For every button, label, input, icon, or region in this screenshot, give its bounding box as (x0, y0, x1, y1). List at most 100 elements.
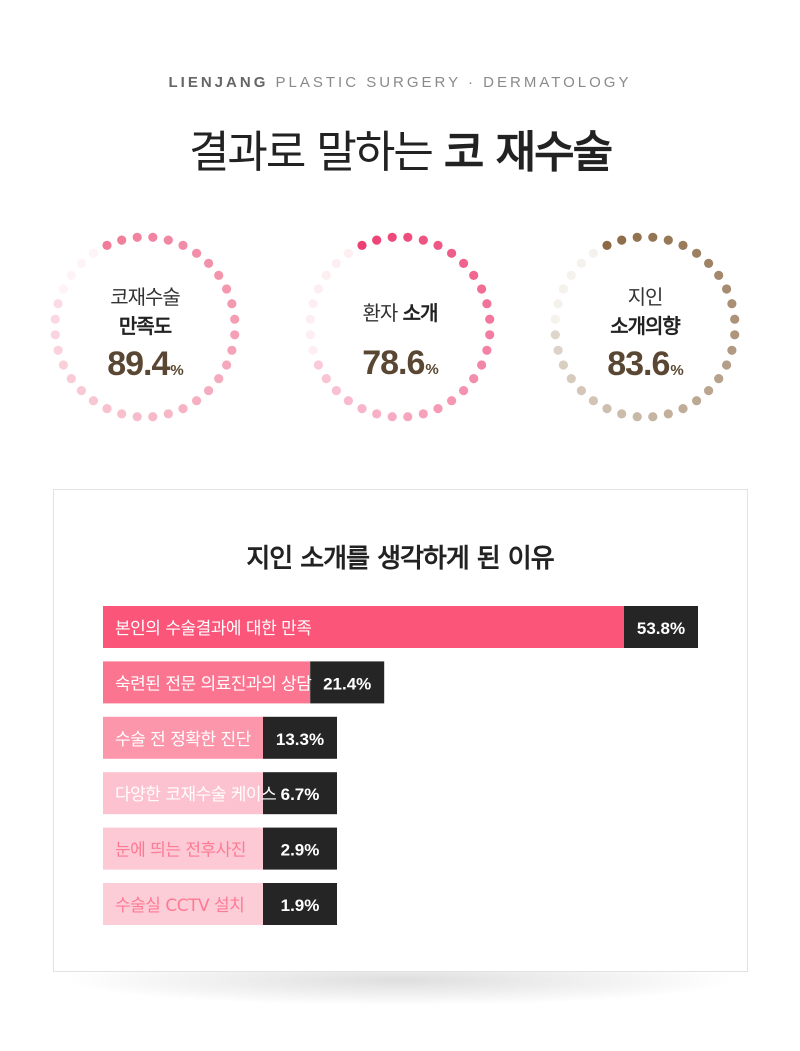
ring-dot (648, 412, 658, 422)
ring-dot (648, 232, 658, 242)
value-box (624, 606, 698, 648)
ring-dot (117, 235, 127, 245)
ring-dot (76, 386, 86, 396)
bar-value-label: 1.9% (281, 896, 320, 915)
ring-dot (459, 386, 469, 396)
ring-dot (230, 330, 240, 340)
ring-dot (387, 412, 397, 422)
bar (103, 772, 263, 815)
title-bold: 코 재수술 (443, 127, 613, 178)
ring-dot (313, 360, 323, 370)
ring-dot (387, 232, 397, 242)
bar-value-label: 21.4% (323, 674, 371, 693)
ring-dot (730, 330, 740, 340)
stat-line2: 만족도 (118, 314, 172, 338)
ring-dot (66, 374, 76, 384)
bar-label: 수술 전 정확한 진단 (115, 730, 252, 750)
ring-dot (76, 258, 86, 268)
header-subtitle: LIENJANG PLASTIC SURGERY · DERMATOLOGY (0, 74, 800, 91)
ring-dot (663, 409, 673, 419)
ring-dot (53, 345, 63, 355)
stat-line1: 코재수술 (110, 285, 181, 309)
stat-value: 78.6 (362, 344, 425, 382)
title-light: 결과로 말하는 (188, 127, 434, 178)
ring-dot (403, 412, 413, 422)
dotted-ring-icon (550, 232, 740, 422)
ring-dot (553, 299, 563, 309)
ring-dot (102, 404, 112, 414)
ring-dot (692, 248, 702, 258)
bar-label: 숙련된 전문 의료진과의 상담 (115, 674, 312, 694)
ring-dot (553, 345, 563, 355)
ring-dot (222, 284, 232, 294)
stat-line2: 소개의향 (610, 314, 681, 338)
ring-dot (222, 360, 232, 370)
stat-intent: 지인 소개의향 83.6% (545, 227, 745, 427)
ring-dot (403, 232, 413, 242)
ring-dot (178, 240, 188, 250)
ring-dot (447, 396, 457, 406)
ring-dot (447, 248, 457, 258)
ring-dot (117, 409, 127, 419)
ring-dot (178, 404, 188, 414)
ring-dot (704, 258, 714, 268)
stat-line1: 지인 (627, 285, 664, 309)
ring-dot (357, 240, 367, 250)
ring-dot (372, 409, 382, 419)
ring-dot (305, 330, 315, 340)
ring-dot (58, 360, 68, 370)
stat-line2: 소개 (402, 301, 439, 325)
ring-dot (148, 412, 158, 422)
ring-dot (66, 270, 76, 280)
ring-dot (308, 299, 318, 309)
ring-dot (433, 240, 443, 250)
value-box (263, 772, 337, 815)
page-title: 결과로 말하는 코 재수술 (0, 116, 800, 180)
ring-dot (148, 232, 158, 242)
ring-dot (663, 235, 673, 245)
ring-dot (192, 396, 202, 406)
ring-dot (566, 374, 576, 384)
ring-dot (204, 258, 214, 268)
ring-dot (204, 386, 214, 396)
chart-title: 지인 소개를 생각하게 된 이유 (246, 544, 554, 574)
ring-dot (602, 404, 612, 414)
dotted-ring-icon (50, 232, 240, 422)
value-box (263, 883, 337, 925)
value-box (310, 661, 385, 704)
ring-dot (53, 299, 63, 309)
ring-dot (550, 330, 560, 340)
ring-dot (485, 330, 495, 340)
value-box (263, 716, 337, 759)
ring-dot (214, 374, 224, 384)
ring-dot (343, 248, 353, 258)
ring-dot (714, 374, 724, 384)
ring-dot (102, 240, 112, 250)
bar (103, 661, 311, 704)
ring-dot (192, 248, 202, 258)
ring-dot (617, 409, 627, 419)
ring-dot (163, 409, 173, 419)
ring-dot (632, 412, 642, 422)
ring-dot (418, 235, 428, 245)
bar (103, 716, 263, 759)
bar-value-label: 53.8% (637, 619, 685, 638)
ring-dot (321, 270, 331, 280)
bar (103, 883, 263, 925)
stat-line1: 환자 (362, 301, 399, 325)
ring-dot (704, 386, 714, 396)
ring-dot (632, 232, 642, 242)
ring-dot (227, 345, 237, 355)
bar (103, 606, 624, 648)
ring-dot (477, 360, 487, 370)
ring-dot (50, 314, 60, 324)
ring-dot (331, 258, 341, 268)
ring-dot (678, 240, 688, 250)
value-box (263, 827, 337, 870)
ring-dot (50, 330, 60, 340)
ring-dot (482, 345, 492, 355)
ring-dot (550, 314, 560, 324)
ring-dot (418, 409, 428, 419)
ring-dot (227, 299, 237, 309)
